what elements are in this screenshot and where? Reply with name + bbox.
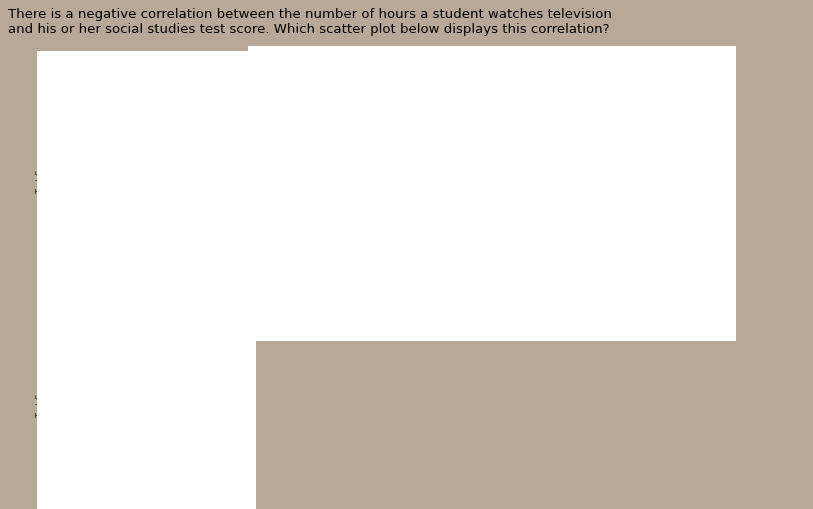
Point: [95, 365, 108, 374]
Point: [128, 384, 141, 392]
Point: [438, 120, 451, 128]
Point: [642, 171, 655, 179]
Point: [358, 228, 371, 236]
Text: B: B: [280, 52, 292, 67]
Point: [209, 466, 222, 474]
Point: [668, 171, 681, 179]
Point: [349, 240, 362, 248]
Point: [176, 430, 189, 438]
Point: [168, 130, 181, 138]
Point: [376, 192, 389, 200]
Point: [616, 182, 629, 190]
Point: [79, 347, 92, 355]
Point: [600, 149, 613, 157]
Point: [144, 130, 157, 138]
Point: [79, 140, 92, 148]
Point: [367, 216, 380, 224]
Text: There is a negative correlation between the number of hours a student watches te: There is a negative correlation between …: [8, 8, 612, 36]
Text: C: C: [500, 52, 511, 68]
Point: [120, 130, 133, 138]
Point: [574, 149, 587, 157]
Point: [591, 171, 604, 179]
Point: [193, 140, 206, 148]
Point: [201, 140, 214, 148]
Point: [447, 108, 460, 117]
Point: [201, 457, 214, 465]
Point: [625, 160, 638, 168]
Point: [557, 171, 570, 179]
Point: [402, 180, 415, 188]
Point: [523, 160, 536, 168]
Point: [95, 130, 108, 138]
Y-axis label: Test Score: Test Score: [487, 164, 496, 207]
Point: [71, 329, 84, 337]
Point: [160, 140, 173, 148]
Text: D: D: [48, 281, 61, 296]
Point: [540, 127, 553, 135]
X-axis label: Number of Hours: Number of Hours: [107, 501, 178, 509]
Text: A: A: [48, 52, 59, 67]
Point: [152, 411, 165, 419]
Point: [420, 144, 433, 152]
X-axis label: Number of Hours: Number of Hours: [562, 308, 633, 317]
Point: [340, 264, 353, 272]
X-axis label: Number of Hours: Number of Hours: [346, 328, 418, 337]
Y-axis label: Test Score: Test Score: [36, 152, 45, 194]
Point: [87, 121, 100, 129]
Point: [136, 140, 149, 148]
Y-axis label: Test Score: Test Score: [267, 175, 276, 217]
Point: [185, 439, 198, 447]
X-axis label: Number of Hours: Number of Hours: [107, 282, 178, 292]
Point: [322, 252, 335, 260]
Point: [111, 375, 124, 383]
Point: [87, 356, 100, 364]
Point: [313, 283, 326, 291]
Point: [136, 393, 149, 401]
Y-axis label: Test Score: Test Score: [36, 376, 45, 418]
Point: [111, 140, 124, 148]
Point: [103, 121, 116, 129]
Point: [385, 180, 398, 188]
Point: [659, 149, 672, 157]
Point: [304, 292, 317, 300]
